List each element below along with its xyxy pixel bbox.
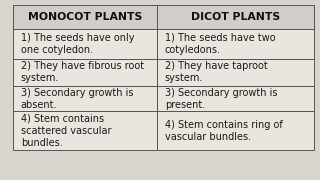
- Bar: [13, 86, 157, 111]
- Text: 4) Stem contains ring of
vascular bundles.: 4) Stem contains ring of vascular bundle…: [165, 120, 283, 141]
- Text: DICOT PLANTS: DICOT PLANTS: [191, 12, 280, 22]
- Bar: [157, 86, 314, 111]
- Text: MONOCOT PLANTS: MONOCOT PLANTS: [28, 12, 142, 22]
- Bar: [13, 5, 157, 29]
- Text: 3) Secondary growth is
absent.: 3) Secondary growth is absent.: [21, 87, 133, 110]
- Text: 1) The seeds have only
one cotyledon.: 1) The seeds have only one cotyledon.: [21, 33, 134, 55]
- Bar: [157, 111, 314, 150]
- Bar: [157, 58, 314, 86]
- Text: 2) They have fibrous root
system.: 2) They have fibrous root system.: [21, 61, 144, 84]
- Text: 4) Stem contains
scattered vascular
bundles.: 4) Stem contains scattered vascular bund…: [21, 114, 111, 147]
- Bar: [13, 29, 157, 58]
- Bar: [157, 29, 314, 58]
- Text: 2) They have taproot
system.: 2) They have taproot system.: [165, 61, 268, 84]
- Bar: [13, 58, 157, 86]
- Text: 3) Secondary growth is
present.: 3) Secondary growth is present.: [165, 87, 277, 110]
- Bar: [13, 111, 157, 150]
- Text: 1) The seeds have two
cotyledons.: 1) The seeds have two cotyledons.: [165, 33, 276, 55]
- Bar: [157, 5, 314, 29]
